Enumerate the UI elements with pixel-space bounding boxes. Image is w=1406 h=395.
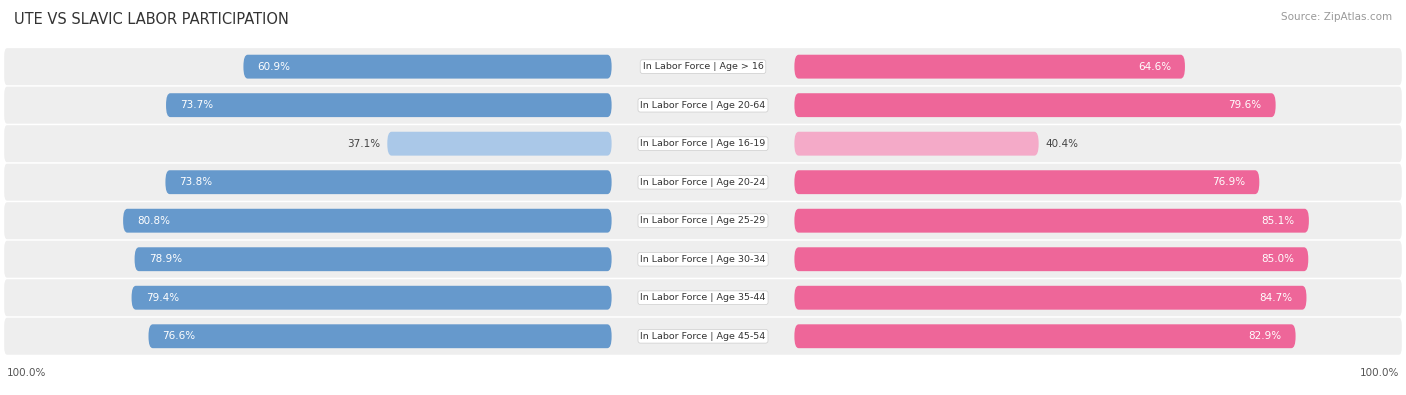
- FancyBboxPatch shape: [794, 247, 1308, 271]
- Text: In Labor Force | Age 20-24: In Labor Force | Age 20-24: [640, 178, 766, 187]
- Text: In Labor Force | Age 16-19: In Labor Force | Age 16-19: [640, 139, 766, 148]
- FancyBboxPatch shape: [4, 241, 1402, 278]
- FancyBboxPatch shape: [166, 93, 612, 117]
- Text: In Labor Force | Age 35-44: In Labor Force | Age 35-44: [640, 293, 766, 302]
- Text: 82.9%: 82.9%: [1249, 331, 1281, 341]
- Text: 40.4%: 40.4%: [1046, 139, 1078, 149]
- FancyBboxPatch shape: [243, 55, 612, 79]
- Text: 100.0%: 100.0%: [7, 368, 46, 378]
- Text: Source: ZipAtlas.com: Source: ZipAtlas.com: [1281, 12, 1392, 22]
- FancyBboxPatch shape: [794, 132, 1039, 156]
- Text: 73.7%: 73.7%: [180, 100, 214, 110]
- FancyBboxPatch shape: [4, 164, 1402, 201]
- FancyBboxPatch shape: [4, 279, 1402, 316]
- Text: 76.6%: 76.6%: [163, 331, 195, 341]
- FancyBboxPatch shape: [794, 324, 1295, 348]
- Text: In Labor Force | Age > 16: In Labor Force | Age > 16: [643, 62, 763, 71]
- Text: 79.6%: 79.6%: [1229, 100, 1261, 110]
- Text: 84.7%: 84.7%: [1260, 293, 1292, 303]
- FancyBboxPatch shape: [4, 87, 1402, 124]
- FancyBboxPatch shape: [794, 93, 1275, 117]
- Text: 85.0%: 85.0%: [1261, 254, 1294, 264]
- FancyBboxPatch shape: [124, 209, 612, 233]
- FancyBboxPatch shape: [794, 55, 1185, 79]
- Text: 100.0%: 100.0%: [1360, 368, 1399, 378]
- Text: In Labor Force | Age 45-54: In Labor Force | Age 45-54: [640, 332, 766, 341]
- FancyBboxPatch shape: [387, 132, 612, 156]
- Text: 78.9%: 78.9%: [149, 254, 181, 264]
- Text: 76.9%: 76.9%: [1212, 177, 1246, 187]
- Text: 60.9%: 60.9%: [257, 62, 291, 71]
- Text: 64.6%: 64.6%: [1137, 62, 1171, 71]
- FancyBboxPatch shape: [4, 48, 1402, 85]
- FancyBboxPatch shape: [4, 318, 1402, 355]
- FancyBboxPatch shape: [794, 286, 1306, 310]
- Text: 80.8%: 80.8%: [138, 216, 170, 226]
- FancyBboxPatch shape: [166, 170, 612, 194]
- Text: UTE VS SLAVIC LABOR PARTICIPATION: UTE VS SLAVIC LABOR PARTICIPATION: [14, 12, 290, 27]
- Text: In Labor Force | Age 30-34: In Labor Force | Age 30-34: [640, 255, 766, 264]
- FancyBboxPatch shape: [149, 324, 612, 348]
- Text: 37.1%: 37.1%: [347, 139, 380, 149]
- FancyBboxPatch shape: [132, 286, 612, 310]
- FancyBboxPatch shape: [794, 170, 1260, 194]
- Text: 85.1%: 85.1%: [1261, 216, 1295, 226]
- FancyBboxPatch shape: [135, 247, 612, 271]
- FancyBboxPatch shape: [794, 209, 1309, 233]
- Text: 79.4%: 79.4%: [146, 293, 179, 303]
- FancyBboxPatch shape: [4, 202, 1402, 239]
- FancyBboxPatch shape: [4, 125, 1402, 162]
- Text: In Labor Force | Age 25-29: In Labor Force | Age 25-29: [640, 216, 766, 225]
- Text: In Labor Force | Age 20-64: In Labor Force | Age 20-64: [640, 101, 766, 110]
- Text: 73.8%: 73.8%: [180, 177, 212, 187]
